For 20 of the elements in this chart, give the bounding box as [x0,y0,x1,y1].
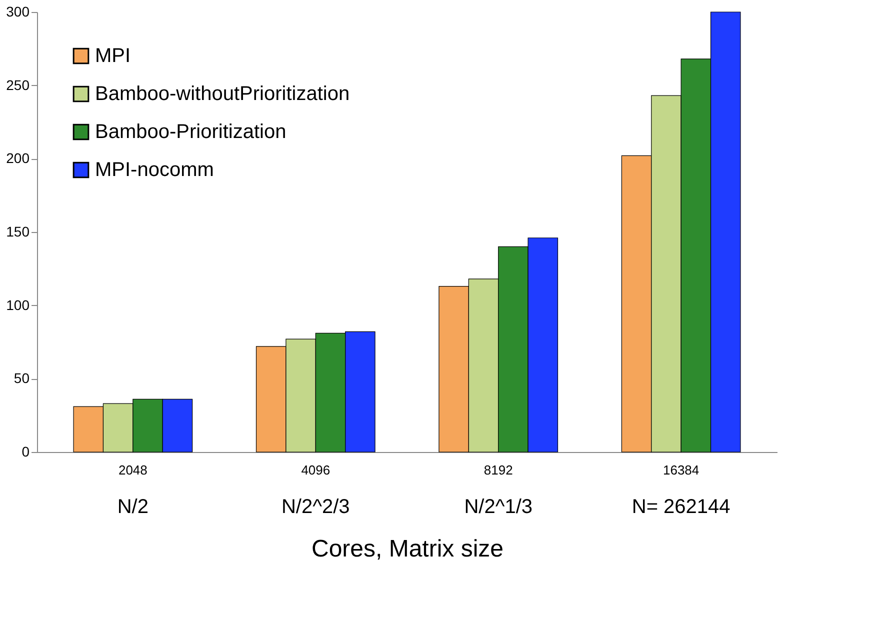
y-tick-label: 150 [6,224,30,240]
legend-label: Bamboo-Prioritization [95,121,286,143]
x-axis-title: Cores, Matrix size [311,536,504,562]
y-tick-label: 250 [6,76,30,93]
y-tick-label: 200 [6,150,30,166]
text: N/2 [117,496,148,518]
text: N/2^2/3 [281,496,350,518]
y-tick-label: 50 [14,370,30,386]
x-tick-label: 2048 [118,462,148,478]
x-tick-label: 4096 [301,462,330,478]
y-tick-label: 0 [22,444,30,460]
text: N= 262144 [632,496,730,518]
legend-label: MPI [95,45,131,67]
x-tick-label: 16384 [662,462,700,478]
y-tick-label: 300 [6,4,30,20]
text: N/2^1/3 [464,496,533,518]
legend-label: Bamboo-withoutPrioritization [95,83,350,105]
y-tick-label: 100 [6,296,30,313]
legend-label: MPI-nocomm [95,159,214,181]
x-tick-label: 8192 [484,462,513,478]
